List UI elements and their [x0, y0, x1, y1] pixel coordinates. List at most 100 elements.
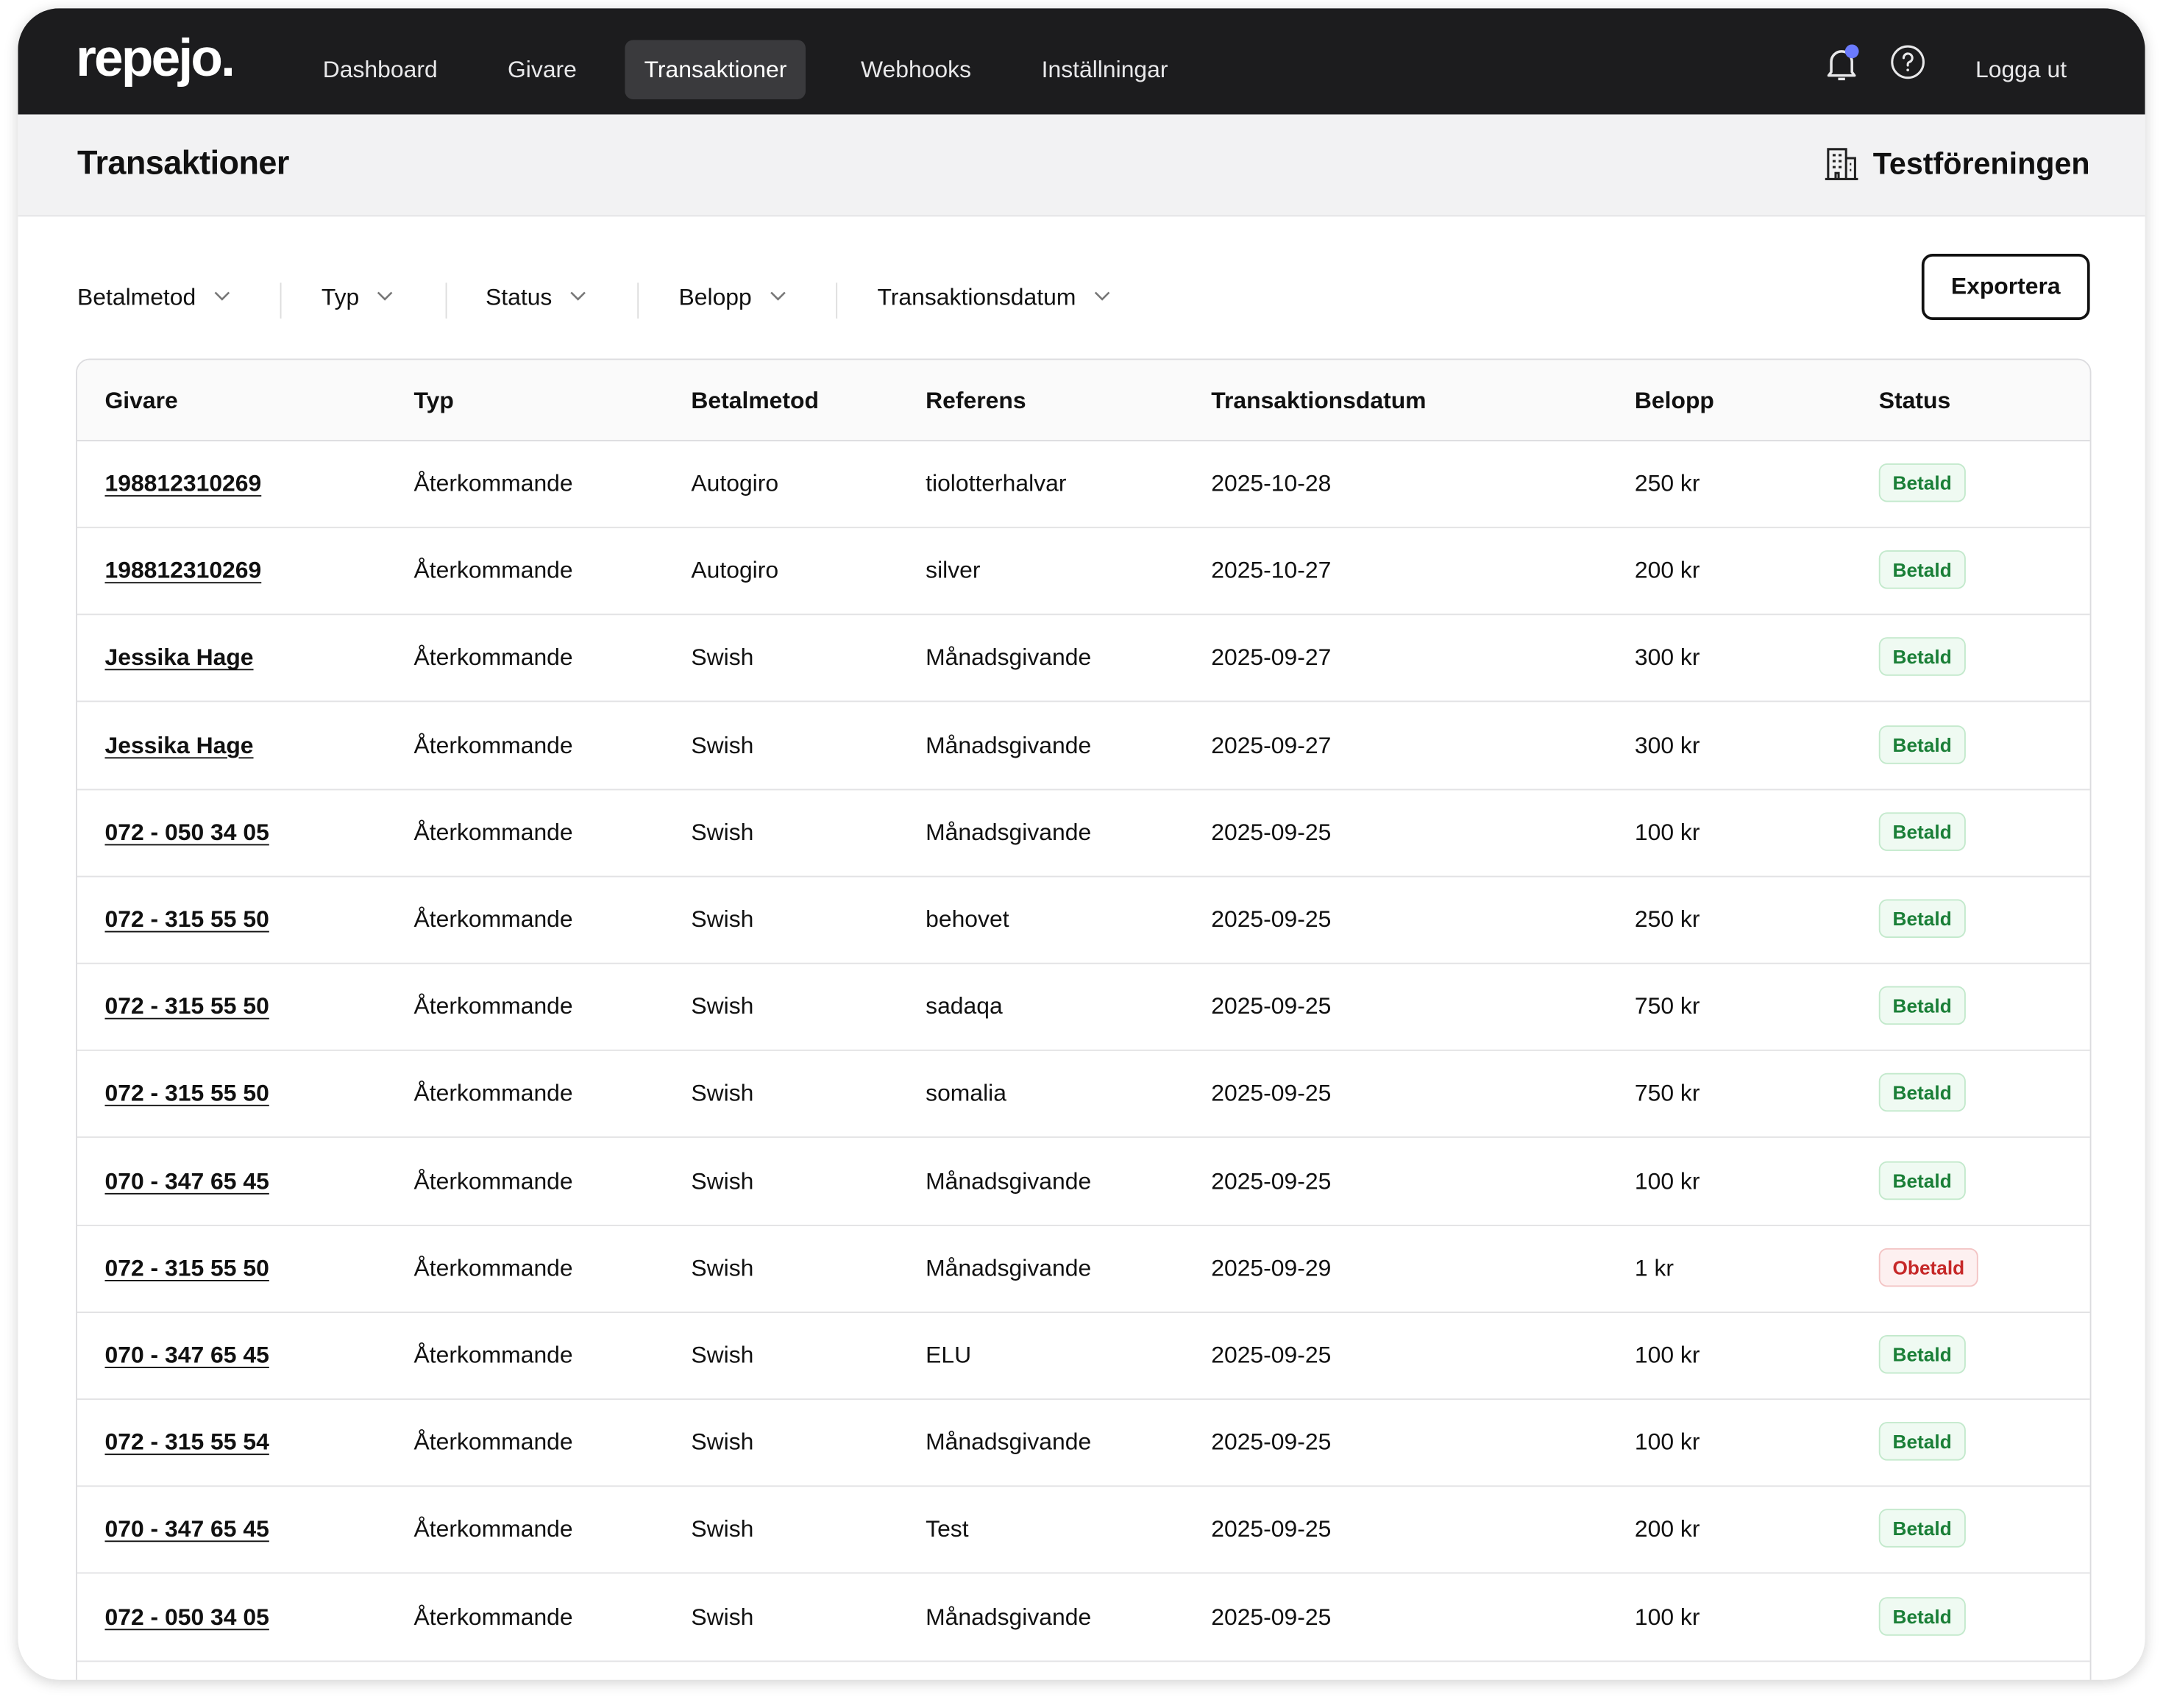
status-badge: Betald — [1878, 550, 1966, 589]
column-header: Transaktionsdatum — [1211, 387, 1427, 414]
donor-link[interactable]: 072 - 315 55 54 — [104, 1428, 269, 1456]
table-cell: Swish — [691, 644, 754, 671]
page-header: Transaktioner Testföreningen — [18, 114, 2145, 217]
logo[interactable]: repejo. — [76, 30, 235, 88]
table-row: 072 - 050 34 05 Återkommande Swish Månadsgi… — [77, 790, 2090, 878]
nav-item[interactable]: Webhooks — [861, 56, 972, 83]
table-cell: Swish — [691, 1080, 754, 1107]
column-header: Belopp — [1634, 387, 1714, 414]
chevron-icon — [569, 284, 588, 312]
table-cell: Swish — [691, 1428, 754, 1456]
status-badge: Betald — [1878, 1422, 1966, 1461]
donor-link[interactable]: 072 - 050 34 05 — [104, 1603, 269, 1630]
table-cell: Swish — [691, 1254, 754, 1281]
filter-dropdown[interactable]: Betalmetod — [77, 284, 232, 312]
table-cell: 2025-09-25 — [1211, 1428, 1332, 1456]
table-cell: 750 kr — [1634, 1080, 1700, 1107]
table-cell: 2025-09-27 — [1211, 731, 1332, 758]
column-header: Referens — [926, 387, 1026, 414]
table-cell: 1 kr — [1634, 1254, 1674, 1281]
page-title: Transaktioner — [77, 144, 289, 182]
donor-link[interactable]: Jessika Hage — [104, 731, 254, 758]
nav-item[interactable]: Inställningar — [1041, 56, 1168, 83]
donor-link[interactable]: 072 - 315 55 50 — [104, 993, 269, 1020]
table-cell: Återkommande — [413, 819, 573, 845]
table-row: 072 - 315 55 50 Återkommande Swish Månadsgi… — [77, 1225, 2090, 1313]
table-cell: silver — [926, 557, 981, 584]
table-cell: 2025-09-25 — [1211, 1516, 1332, 1542]
table-cell: Månadsgivande — [926, 1428, 1092, 1456]
nav-item[interactable]: Givare — [508, 56, 577, 83]
table-cell: Månadsgivande — [926, 644, 1092, 671]
column-header: Status — [1878, 387, 1951, 414]
table-row: 072 - 315 55 54 Återkommande Swish Månadsgi… — [77, 1400, 2090, 1487]
logout[interactable]: Logga ut — [1975, 56, 2067, 83]
table-row: 072 - 050 34 05 Återkommande Swish Månadsgi… — [77, 1574, 2090, 1662]
export-button[interactable]: Exportera — [1921, 254, 2090, 320]
nav-item[interactable]: Dashboard — [322, 56, 438, 83]
donor-link[interactable]: 070 - 347 65 45 — [104, 1342, 269, 1368]
table-cell: sadaqa — [926, 993, 1003, 1020]
donor-link[interactable]: Jessika Hage — [104, 644, 254, 671]
table-cell: 2025-09-25 — [1211, 1080, 1332, 1107]
table-cell: 2025-09-25 — [1211, 993, 1332, 1020]
notifications-icon[interactable] — [1821, 43, 1862, 84]
table-cell: 100 kr — [1634, 1428, 1700, 1456]
table-cell: Återkommande — [413, 731, 573, 758]
table-row: 070 - 347 65 45 Återkommande Swish ELU 2025-… — [77, 1313, 2090, 1401]
help-icon[interactable] — [1890, 44, 1926, 80]
table-row: 072 - 315 55 50 Återkommande Swish sadaqa 20… — [77, 964, 2090, 1052]
donor-link[interactable]: 072 - 315 55 50 — [104, 1254, 269, 1281]
table-cell: ELU — [926, 1342, 972, 1368]
nav-item[interactable]: Transaktioner — [625, 40, 806, 99]
donor-link[interactable]: 072 - 315 55 50 — [104, 905, 269, 933]
status-badge: Betald — [1878, 1073, 1966, 1112]
table-cell: Swish — [691, 1516, 754, 1542]
table-cell: Autogiro — [691, 557, 779, 584]
table-cell: 2025-10-28 — [1211, 470, 1332, 497]
table-cell: 2025-09-29 — [1211, 1254, 1332, 1281]
filter-separator — [445, 282, 447, 319]
donor-link[interactable]: 070 - 347 65 45 — [104, 1516, 269, 1542]
filter-separator — [637, 282, 639, 319]
table-cell: 250 kr — [1634, 905, 1700, 933]
filter-dropdown[interactable]: Status — [486, 284, 588, 312]
table-cell: 100 kr — [1634, 1342, 1700, 1368]
table-cell: Månadsgivande — [926, 1254, 1092, 1281]
filter-dropdown[interactable]: Belopp — [679, 284, 788, 312]
filter-label: Transaktionsdatum — [877, 284, 1076, 310]
table-cell: 2025-09-25 — [1211, 1167, 1332, 1194]
table-cell: Månadsgivande — [926, 819, 1092, 845]
table-cell: Återkommande — [413, 905, 573, 933]
donor-link[interactable]: 072 - 315 55 50 — [104, 1080, 269, 1107]
table-cell: behovet — [926, 905, 1009, 933]
table-cell: Månadsgivande — [926, 1167, 1092, 1194]
filter-dropdown[interactable]: Transaktionsdatum — [878, 284, 1112, 312]
table-cell: 100 kr — [1634, 1167, 1700, 1194]
donor-link[interactable]: 070 - 347 65 45 — [104, 1167, 269, 1194]
table-row: 198812310269 Återkommande Autogiro silver 20… — [77, 528, 2090, 616]
donor-link[interactable]: 198812310269 — [104, 557, 262, 584]
table-cell: Återkommande — [413, 1254, 573, 1281]
table-cell: 250 kr — [1634, 470, 1700, 497]
table-cell: Återkommande — [413, 1428, 573, 1456]
column-header: Givare — [104, 387, 178, 414]
table-cell: Återkommande — [413, 644, 573, 671]
table-row: 198812310269 Återkommande Autogiro tiolotte… — [77, 441, 2090, 529]
table-cell: Återkommande — [413, 1167, 573, 1194]
table-cell: Återkommande — [413, 470, 573, 497]
donor-link[interactable]: 072 - 050 34 05 — [104, 819, 269, 845]
table-cell: 300 kr — [1634, 731, 1700, 758]
building-icon — [1825, 148, 1858, 180]
filter-dropdown[interactable]: Typ — [322, 284, 395, 312]
donor-link[interactable]: 198812310269 — [104, 470, 262, 497]
filter-label: Status — [486, 284, 553, 310]
table-row: Jessika Hage Återkommande Swish Månadsgivan… — [77, 616, 2090, 703]
table-row: 070 - 347 65 45 Återkommande Swish Test 2025… — [77, 1487, 2090, 1575]
table-cell: 2025-09-25 — [1211, 1603, 1332, 1630]
table-cell: Återkommande — [413, 1603, 573, 1630]
status-badge: Obetald — [1878, 1248, 1978, 1287]
status-badge: Betald — [1878, 1509, 1966, 1548]
table-cell: 200 kr — [1634, 1516, 1700, 1542]
table-cell: 2025-09-25 — [1211, 905, 1332, 933]
